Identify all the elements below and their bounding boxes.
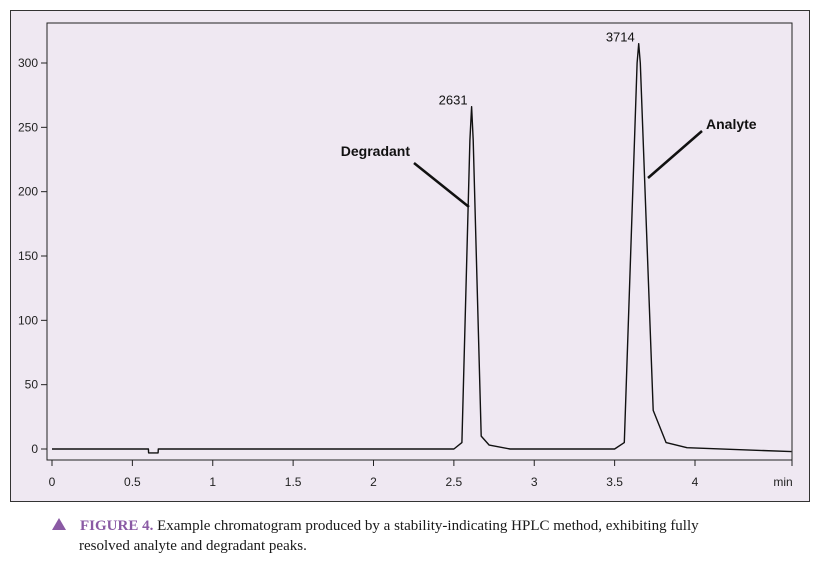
x-tick-label: 3.5: [606, 475, 623, 489]
x-tick-label: 2.5: [446, 475, 463, 489]
y-tick-label: 50: [25, 378, 39, 392]
x-tick-label: 0.5: [124, 475, 141, 489]
y-tick-label: 200: [18, 185, 38, 199]
peak-annotation: 3714: [606, 30, 635, 45]
x-tick-label: 1: [209, 475, 216, 489]
series-label-degradant: Degradant: [341, 143, 411, 159]
y-tick-label: 150: [18, 249, 38, 263]
caption-text-line1: Example chromatogram produced by a stabi…: [153, 518, 699, 534]
x-tick-label: 2: [370, 475, 377, 489]
analyte-leader-line: [647, 130, 703, 179]
x-tick-label: 4: [692, 475, 699, 489]
degradant-leader-line: [413, 162, 470, 208]
x-tick-label: 3: [531, 475, 538, 489]
y-tick-label: 250: [18, 120, 38, 134]
triangle-icon: [52, 518, 66, 530]
x-axis-label: min: [773, 475, 792, 489]
series-label-analyte: Analyte: [706, 116, 757, 132]
chromatogram-chart: 0 50 100 150 200 250 300 0 0.5 1 1.5 2 2.5 3 3.5 4 min 26…: [18, 22, 793, 489]
plot-area: [46, 22, 793, 461]
peak-annotation: 2631: [439, 93, 468, 108]
y-tick-label: 0: [31, 442, 38, 456]
x-tick-label: 1.5: [285, 475, 302, 489]
caption-label: FIGURE 4.: [80, 518, 154, 534]
caption-text-line2: resolved analyte and degradant peaks.: [79, 538, 307, 554]
y-tick-label: 300: [18, 56, 38, 70]
y-tick-label: 100: [18, 313, 38, 327]
x-tick-label: 0: [49, 475, 56, 489]
figure-caption: FIGURE 4. Example chromatogram produced …: [52, 516, 792, 556]
chromatogram-trace: [52, 43, 792, 454]
